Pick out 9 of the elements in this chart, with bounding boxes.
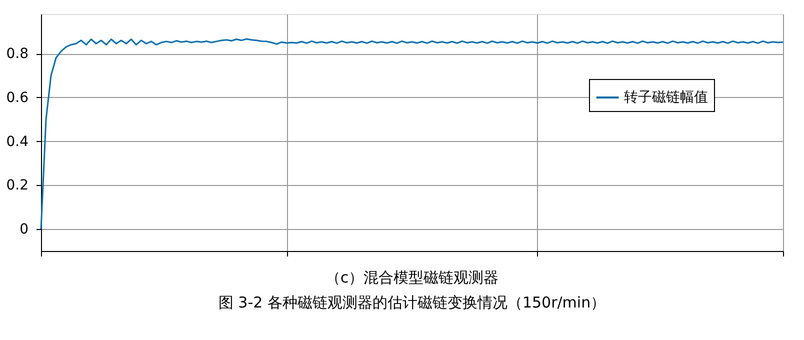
y-tick-label: 0 [20,222,28,238]
y-tick-label: 0.4 [6,134,29,150]
y-tick-label: 0.8 [6,46,28,62]
text: 图 3-2 各种磁链观测器的估计磁链变换情况（150r/min） [218,294,606,312]
y-tick-label: 0.2 [6,178,28,194]
legend-label: 转子磁链幅值 [624,90,708,106]
text: （c）混合模型磁链观测器 [325,268,499,286]
line-series [40,38,784,230]
y-tick-label: 0.6 [6,90,29,106]
